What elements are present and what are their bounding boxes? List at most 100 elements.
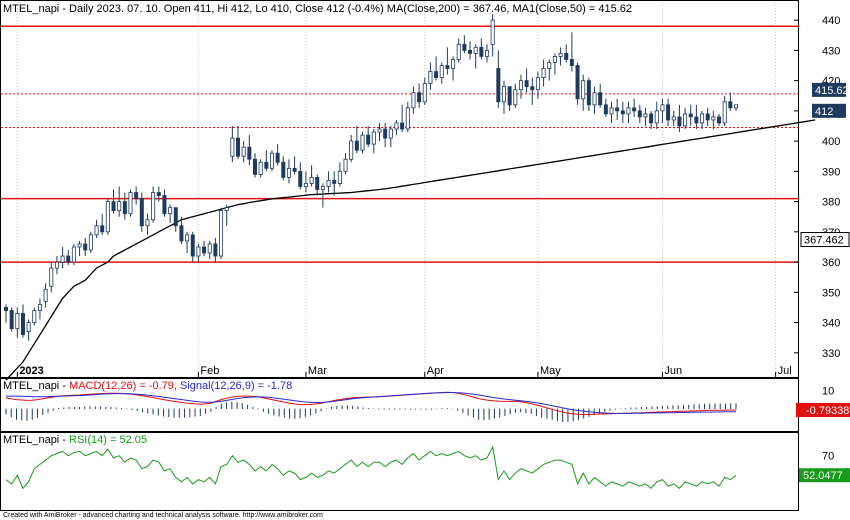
candle — [615, 98, 620, 120]
macd-header-macd: MACD(12,26) = -0.79, — [69, 380, 180, 392]
candle — [303, 171, 308, 193]
candle-body — [620, 110, 625, 115]
candle — [32, 307, 37, 326]
candle — [83, 237, 88, 257]
rsi-y-tick-label: 70 — [822, 451, 834, 463]
rsi-value-tag-box — [799, 468, 850, 483]
candle-body — [190, 234, 195, 257]
candle-body — [71, 246, 76, 263]
x-tick-label: Jul — [778, 365, 792, 377]
candle-body — [286, 167, 291, 178]
support-resistance-lines — [1, 25, 799, 263]
candle-body — [552, 56, 557, 63]
candle-body — [632, 107, 637, 112]
candle — [637, 104, 642, 123]
candle — [15, 307, 20, 338]
candle-body — [43, 288, 48, 302]
candle — [445, 47, 450, 75]
candle — [315, 174, 320, 196]
candle — [688, 104, 693, 126]
candle-body — [139, 198, 144, 227]
candle-body — [388, 128, 393, 139]
candle-body — [473, 46, 478, 54]
macd-value-tag-box — [796, 402, 850, 417]
candle-body — [173, 207, 178, 227]
value-tag-label: 367.462 — [804, 235, 844, 247]
candle — [247, 135, 252, 166]
main-header-prefix: MTEL_napi - Daily 2023. 07. 10. Open 411… — [3, 3, 387, 15]
candle — [501, 80, 506, 114]
candle — [320, 183, 325, 208]
candle — [671, 110, 676, 126]
candle-body — [151, 192, 156, 221]
candle — [620, 101, 625, 123]
candle-body — [417, 92, 422, 103]
macd-value-tag-label: -0.793386 — [806, 405, 850, 417]
x-tick-label: May — [540, 365, 561, 377]
x-tick-label: Feb — [200, 365, 219, 377]
candle-body — [371, 131, 376, 145]
candle — [388, 125, 393, 148]
candle-body — [694, 116, 699, 124]
candle — [677, 104, 682, 133]
candle — [547, 59, 552, 81]
main-header-ma200: MA(Close,200) = 367.46, — [387, 3, 513, 15]
macd-header: MTEL_napi - MACD(12,26) = -0.79, Signal(… — [3, 380, 292, 392]
candle-body — [20, 313, 25, 336]
candle-body — [501, 86, 506, 103]
candle — [366, 125, 371, 148]
candle — [485, 44, 490, 63]
rsi-header-rsi: RSI(14) = 52.05 — [69, 434, 147, 446]
candle-body — [224, 207, 229, 212]
candle — [586, 77, 591, 111]
candle — [479, 38, 484, 60]
candle — [122, 192, 127, 220]
candle — [496, 50, 501, 108]
rsi-header-prefix: MTEL_napi - — [3, 434, 69, 446]
candle-body — [586, 80, 591, 106]
y-tick-label: 390 — [822, 166, 840, 178]
candle-body — [360, 134, 365, 151]
macd-header-signal: Signal(12,26,9) = -1.78 — [180, 380, 292, 392]
candle-body — [518, 80, 523, 91]
candle-body — [411, 92, 416, 109]
moving-average-lines — [5, 119, 816, 381]
rsi-panel — [0, 432, 799, 511]
candle — [20, 304, 25, 338]
candle-body — [439, 65, 444, 79]
macd-y-tick-label: 10 — [822, 386, 834, 398]
candle — [541, 59, 546, 87]
candle — [49, 262, 54, 293]
candle — [185, 231, 190, 254]
y-tick-label: 440 — [822, 15, 840, 27]
candle — [202, 240, 207, 257]
candle-body — [637, 110, 642, 118]
candle — [37, 298, 42, 320]
candle — [128, 189, 133, 217]
candle — [230, 125, 235, 163]
candle — [643, 107, 648, 126]
candle — [54, 256, 59, 275]
candle — [286, 159, 291, 184]
date-x-axis: 2023 Feb Mar Apr May Jun Jul — [16, 365, 792, 377]
candle — [603, 98, 608, 117]
candle-body — [134, 192, 139, 199]
candle-body — [60, 255, 65, 263]
candle — [4, 304, 9, 323]
value-tag-box — [812, 103, 846, 118]
candle — [530, 77, 535, 105]
value-tag: 415.62 — [812, 82, 849, 97]
candle-body — [4, 307, 9, 311]
candle-body — [643, 113, 648, 118]
candle — [439, 62, 444, 84]
candle-body — [598, 92, 603, 106]
candle — [213, 237, 218, 263]
candle-body — [83, 243, 88, 251]
candle — [383, 122, 388, 148]
candle — [683, 107, 688, 130]
candle-body — [162, 195, 167, 215]
candlesticks — [4, 14, 739, 341]
candle — [564, 44, 569, 63]
macd-value-tag: -0.793386 — [796, 402, 850, 417]
candle-body — [128, 192, 133, 215]
